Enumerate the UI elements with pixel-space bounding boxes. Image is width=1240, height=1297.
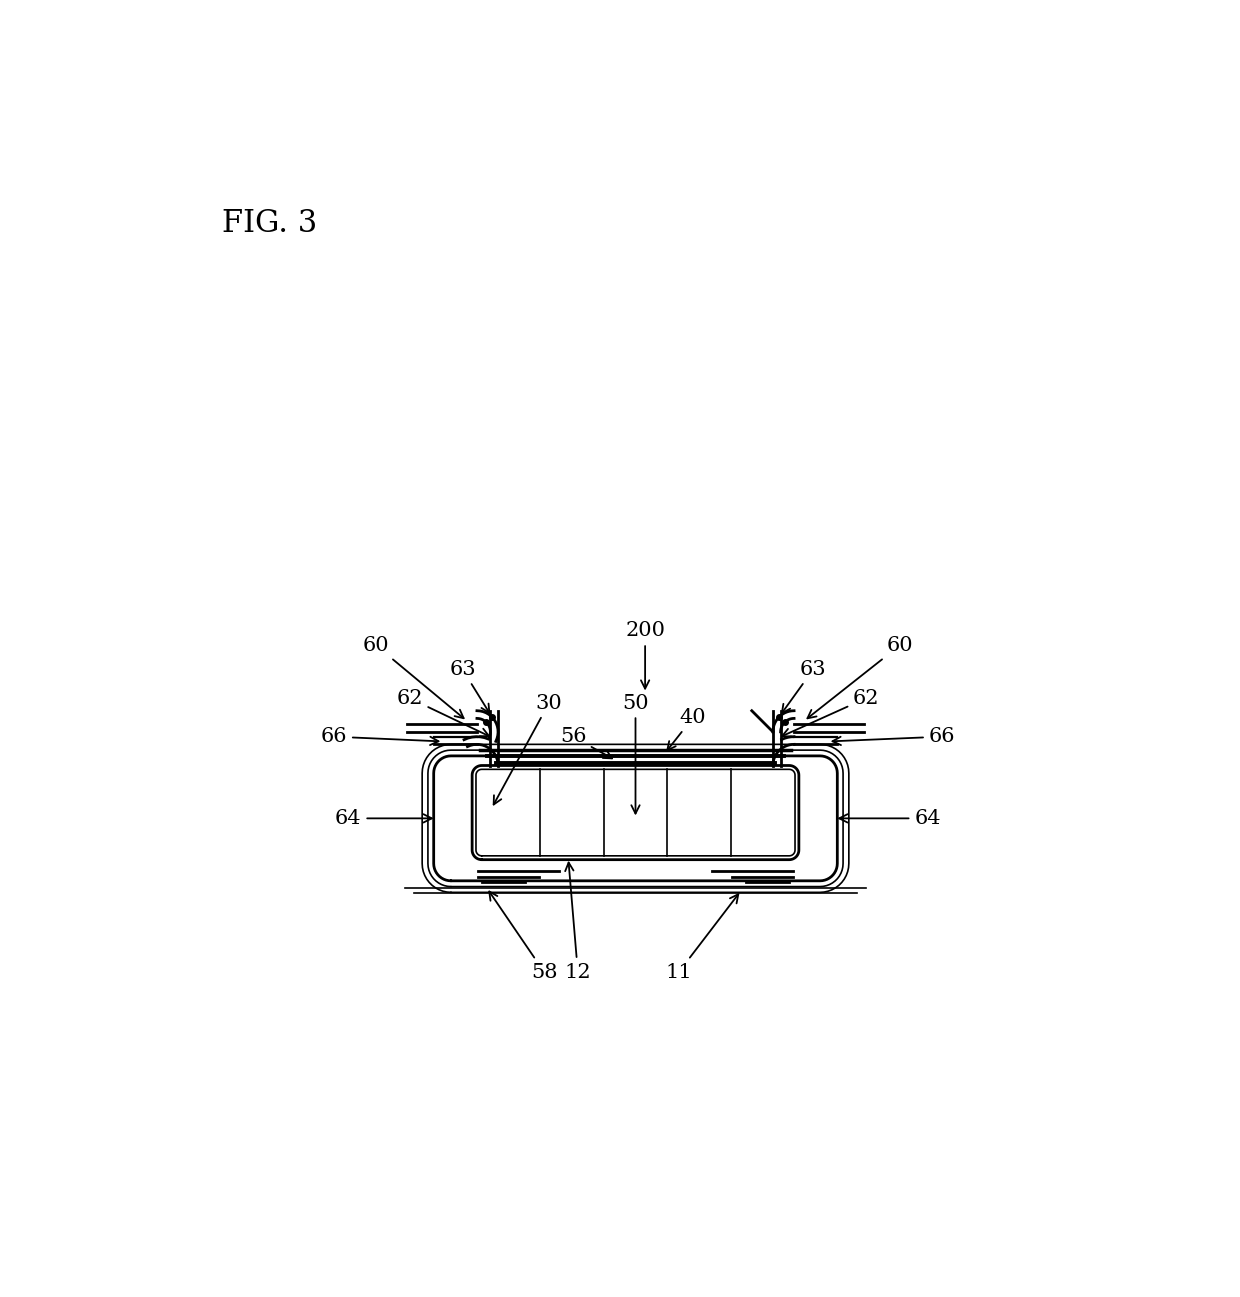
Text: 60: 60 bbox=[807, 636, 913, 719]
Text: 66: 66 bbox=[832, 728, 955, 746]
Text: 63: 63 bbox=[782, 660, 827, 713]
Text: 50: 50 bbox=[622, 694, 649, 813]
Text: 200: 200 bbox=[625, 621, 665, 689]
Text: 64: 64 bbox=[335, 809, 432, 827]
Text: 30: 30 bbox=[494, 694, 563, 804]
Text: 40: 40 bbox=[667, 708, 707, 750]
Text: 62: 62 bbox=[397, 689, 489, 737]
Text: 63: 63 bbox=[449, 660, 490, 713]
Text: 66: 66 bbox=[321, 728, 439, 746]
Text: 64: 64 bbox=[839, 809, 941, 827]
Text: 56: 56 bbox=[559, 728, 613, 759]
Text: 58: 58 bbox=[490, 891, 558, 982]
Text: 60: 60 bbox=[363, 636, 464, 719]
Text: FIG. 3: FIG. 3 bbox=[222, 208, 317, 239]
Text: 12: 12 bbox=[564, 863, 591, 982]
Text: 11: 11 bbox=[666, 894, 738, 982]
Text: 62: 62 bbox=[782, 689, 879, 737]
